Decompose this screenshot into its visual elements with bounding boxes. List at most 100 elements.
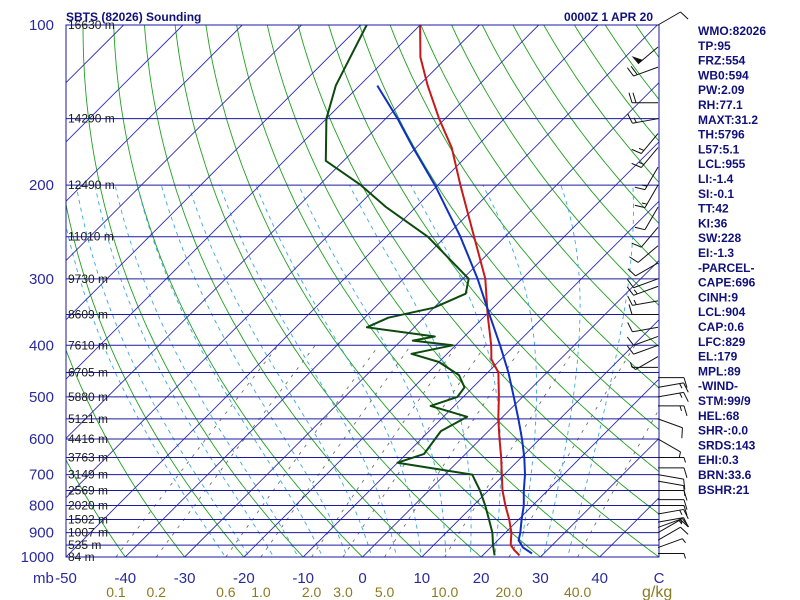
dry-adiabat-60 <box>297 25 659 515</box>
index-item: MAXT:31.2 <box>698 113 758 127</box>
index-item: EI:-1.3 <box>698 246 734 260</box>
dry-adiabat-120 <box>481 25 659 266</box>
temperature-tick-40: 40 <box>591 570 608 587</box>
dry-adiabat-130 <box>512 25 659 225</box>
wind-barb <box>627 113 659 124</box>
moist-adiabat--8 <box>114 185 299 557</box>
index-item: SHR-:0.0 <box>698 424 748 438</box>
moist-adiabat-8 <box>219 184 397 557</box>
moist-adiabat--16 <box>75 185 250 557</box>
wind-barb <box>657 526 689 541</box>
moist-adiabat--20 <box>66 223 226 557</box>
height-label-350: 8609 m <box>68 307 108 321</box>
isotherm--110 <box>66 25 243 202</box>
height-label-1000: 84 m <box>68 550 95 564</box>
moist-adiabat-4 <box>188 184 373 557</box>
temperature-tick--20: -20 <box>233 570 255 587</box>
sounding-indices-panel: WMO:82026TP:95FRZ:554WB0:594PW:2.09RH:77… <box>698 24 766 497</box>
isotherm--90 <box>66 25 362 321</box>
pressure-tick-300: 300 <box>29 271 54 288</box>
isotherm--30 <box>184 81 659 557</box>
moist-adiabat--4 <box>136 184 324 557</box>
wind-barb <box>626 344 659 355</box>
sounding-profiles <box>324 25 533 557</box>
temperature-unit-mark: C <box>654 570 665 587</box>
height-label-800: 2020 m <box>68 498 108 512</box>
index-item: BRN:33.6 <box>698 468 752 482</box>
wind-barb <box>657 474 686 490</box>
index-item: RH:77.1 <box>698 98 743 112</box>
isotherm--80 <box>66 25 421 380</box>
index-item: EHI:0.3 <box>698 453 739 467</box>
height-label-950: 535 m <box>68 538 101 552</box>
mixing-ratio-tick-1.0: 1.0 <box>251 584 271 600</box>
moist-adiabat-12 <box>255 184 422 557</box>
observation-time: 0000Z 1 APR 20 <box>564 10 653 24</box>
isotherm--60 <box>66 25 540 499</box>
mixing-ratio-unit-label: g/kg <box>642 584 672 600</box>
isotherm-30 <box>540 437 659 557</box>
index-item: EL:179 <box>698 350 738 364</box>
wind-barb <box>631 226 659 248</box>
index-item: HEL:68 <box>698 409 740 423</box>
moist-adiabat-0 <box>160 184 348 557</box>
isotherm-20 <box>480 378 659 557</box>
dry-adiabat--40 <box>66 458 126 557</box>
mixing-ratio-tick-0.6: 0.6 <box>216 584 236 600</box>
dry-adiabat-30 <box>205 25 542 557</box>
pressure-tick-400: 400 <box>29 337 54 354</box>
dry-adiabat-100 <box>420 25 659 348</box>
dry-adiabat--30 <box>66 348 186 557</box>
dry-adiabat-90 <box>389 25 659 389</box>
isotherm--10 <box>302 200 659 557</box>
index-item: PW:2.09 <box>698 83 745 97</box>
height-label-650: 3763 m <box>68 450 108 464</box>
wind-barb <box>658 504 688 516</box>
wind-barb <box>658 467 688 479</box>
index-item: BSHR:21 <box>698 483 750 497</box>
dry-adiabat--20 <box>66 202 245 557</box>
wind-barb <box>657 382 689 393</box>
height-label-250: 11010 m <box>68 230 114 244</box>
dry-adiabat-140 <box>543 25 659 184</box>
wind-barb <box>631 356 659 371</box>
height-label-550: 5121 m <box>68 412 108 426</box>
wind-barb <box>626 278 659 289</box>
temperature-tick--50: -50 <box>55 570 77 587</box>
wind-barb <box>657 519 689 534</box>
pressure-unit-label: mb <box>33 570 54 587</box>
dewpoint-profile <box>324 25 496 556</box>
height-labels: 16630 m 14290 m 12490 m 11010 m 9730 m 8609 m… <box>68 18 115 564</box>
wind-barb <box>657 391 689 402</box>
plot-border <box>65 24 660 558</box>
wind-barb <box>634 184 659 209</box>
wind-barbs <box>626 11 690 559</box>
index-item: CINH:9 <box>698 290 738 304</box>
height-label-450: 6705 m <box>68 366 108 380</box>
isotherm-0 <box>362 259 659 557</box>
wind-barb <box>629 245 659 263</box>
index-item: LI:-1.4 <box>698 172 734 186</box>
temperature-tick--40: -40 <box>114 570 136 587</box>
wind-barb <box>628 304 658 315</box>
index-item: TT:42 <box>698 202 729 216</box>
index-item: SI:-0.1 <box>698 187 734 201</box>
isotherm-10 <box>421 319 659 557</box>
temperature-tick-10: 10 <box>413 570 430 587</box>
pressure-tick-500: 500 <box>29 389 54 406</box>
index-item: STM:99/9 <box>698 394 751 408</box>
mixing-ratio-tick-20.0: 20.0 <box>495 584 522 600</box>
dry-adiabat-50 <box>266 25 659 557</box>
index-item: -PARCEL- <box>698 261 754 275</box>
index-item: TP:95 <box>698 39 731 53</box>
isotherm--70 <box>66 25 480 440</box>
background-lines <box>66 25 659 557</box>
wind-barb <box>658 499 688 510</box>
pressure-tick-100: 100 <box>29 17 54 34</box>
parcel-profile <box>376 85 533 555</box>
height-label-750: 2569 m <box>68 484 108 498</box>
mixing-ratio-tick-0.1: 0.1 <box>106 584 126 600</box>
mixing-ratio-line-2 <box>311 345 458 557</box>
station-title: SBTS (82026) Sounding <box>66 10 201 24</box>
